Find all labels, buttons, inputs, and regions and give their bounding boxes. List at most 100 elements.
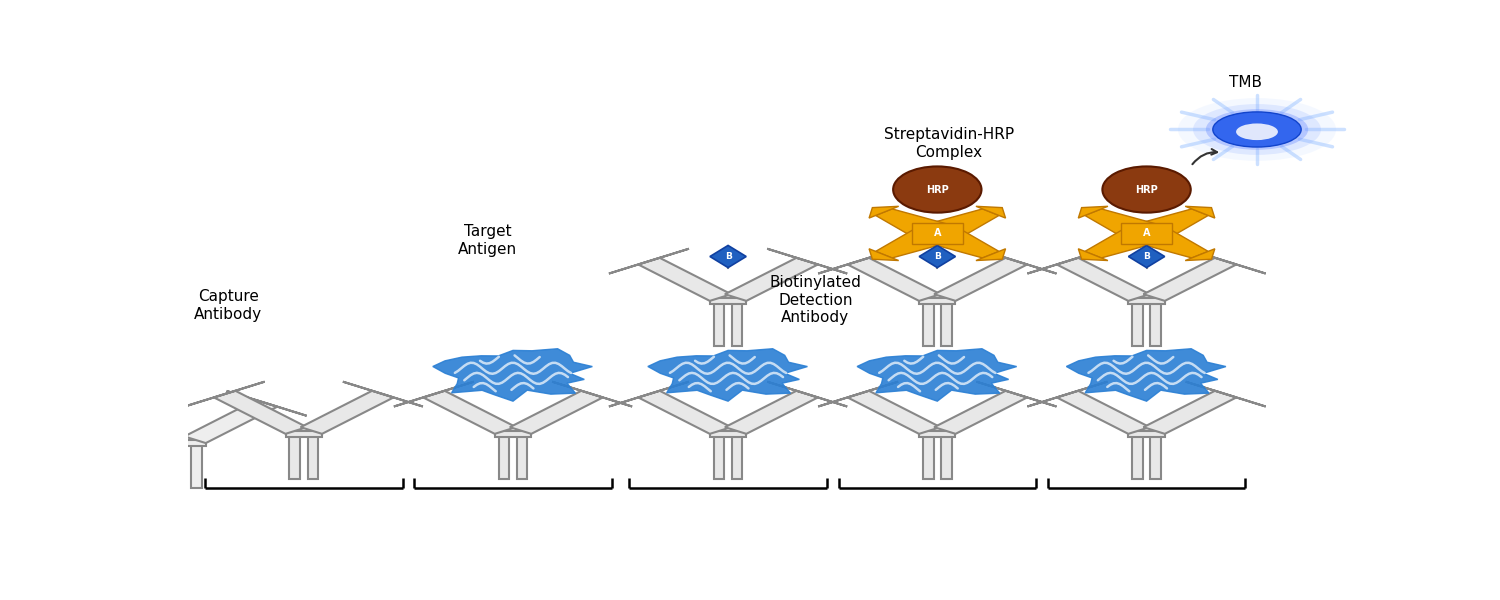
Circle shape	[1178, 98, 1336, 161]
Polygon shape	[976, 249, 1056, 274]
Polygon shape	[98, 400, 190, 443]
Polygon shape	[1056, 258, 1149, 301]
Bar	[1120, 223, 1172, 244]
Polygon shape	[1084, 226, 1164, 258]
Polygon shape	[710, 245, 746, 268]
Polygon shape	[847, 258, 940, 301]
Polygon shape	[609, 382, 688, 407]
Polygon shape	[710, 298, 746, 304]
Polygon shape	[170, 440, 206, 446]
Polygon shape	[976, 249, 1005, 260]
Polygon shape	[1132, 302, 1143, 346]
Polygon shape	[1132, 434, 1143, 479]
Polygon shape	[724, 258, 818, 301]
Polygon shape	[1028, 382, 1107, 407]
Polygon shape	[184, 400, 278, 443]
Polygon shape	[1150, 302, 1161, 346]
Polygon shape	[1028, 249, 1107, 274]
Polygon shape	[510, 391, 603, 434]
Polygon shape	[714, 302, 724, 346]
Polygon shape	[609, 249, 688, 274]
Polygon shape	[922, 302, 933, 346]
Polygon shape	[1185, 249, 1215, 260]
Polygon shape	[1143, 391, 1236, 434]
Polygon shape	[934, 258, 1028, 301]
Polygon shape	[920, 245, 956, 268]
Polygon shape	[714, 434, 724, 479]
Text: Target
Antigen: Target Antigen	[458, 224, 518, 257]
Polygon shape	[1185, 249, 1266, 274]
Text: Biotinylated
Detection
Antibody: Biotinylated Detection Antibody	[770, 275, 861, 325]
Polygon shape	[976, 382, 1056, 407]
Polygon shape	[1128, 245, 1164, 268]
Polygon shape	[818, 382, 898, 407]
Circle shape	[1214, 112, 1300, 147]
Polygon shape	[433, 349, 592, 401]
Circle shape	[1236, 124, 1278, 140]
Polygon shape	[868, 249, 898, 260]
Polygon shape	[724, 391, 818, 434]
Polygon shape	[1150, 434, 1161, 479]
Polygon shape	[648, 349, 807, 401]
Polygon shape	[732, 302, 742, 346]
Text: Streptavidin-HRP
Complex: Streptavidin-HRP Complex	[884, 127, 1014, 160]
Polygon shape	[552, 382, 632, 407]
Polygon shape	[1128, 298, 1164, 304]
Polygon shape	[394, 382, 474, 407]
Ellipse shape	[1102, 166, 1191, 212]
Text: A: A	[1143, 229, 1150, 238]
Polygon shape	[344, 382, 423, 407]
Polygon shape	[423, 391, 516, 434]
Polygon shape	[1128, 431, 1164, 437]
Polygon shape	[856, 349, 1017, 401]
Polygon shape	[226, 391, 306, 416]
Polygon shape	[710, 431, 746, 437]
Polygon shape	[922, 434, 933, 479]
Polygon shape	[976, 206, 1005, 218]
Polygon shape	[1128, 209, 1208, 241]
Polygon shape	[940, 302, 951, 346]
Polygon shape	[518, 434, 528, 479]
Polygon shape	[285, 431, 322, 437]
Polygon shape	[876, 226, 956, 258]
Polygon shape	[1185, 382, 1266, 407]
Polygon shape	[940, 434, 951, 479]
Polygon shape	[184, 382, 264, 407]
Ellipse shape	[892, 166, 981, 212]
Polygon shape	[732, 434, 742, 479]
Polygon shape	[876, 209, 956, 241]
Polygon shape	[290, 434, 300, 479]
Polygon shape	[308, 434, 318, 479]
Polygon shape	[495, 431, 531, 437]
Text: Capture
Antibody: Capture Antibody	[194, 289, 262, 322]
Text: HRP: HRP	[1136, 185, 1158, 194]
Text: TMB: TMB	[1228, 75, 1262, 90]
Polygon shape	[1078, 249, 1108, 260]
Text: B: B	[934, 252, 940, 261]
Text: B: B	[1143, 252, 1150, 261]
Polygon shape	[920, 298, 956, 304]
Polygon shape	[300, 391, 393, 434]
Polygon shape	[638, 391, 730, 434]
Circle shape	[1206, 109, 1308, 150]
Polygon shape	[69, 391, 148, 416]
Polygon shape	[766, 249, 847, 274]
Polygon shape	[818, 249, 898, 274]
Polygon shape	[847, 391, 940, 434]
Polygon shape	[192, 444, 202, 488]
Polygon shape	[766, 382, 847, 407]
Polygon shape	[214, 391, 308, 434]
Polygon shape	[1185, 206, 1215, 218]
Bar	[912, 223, 963, 244]
Polygon shape	[920, 226, 999, 258]
Polygon shape	[1078, 206, 1108, 218]
Polygon shape	[920, 431, 956, 437]
Text: A: A	[933, 229, 940, 238]
Polygon shape	[1143, 258, 1236, 301]
Polygon shape	[1084, 209, 1164, 241]
Polygon shape	[1056, 391, 1149, 434]
Polygon shape	[638, 258, 730, 301]
Polygon shape	[498, 434, 508, 479]
Polygon shape	[1066, 349, 1226, 401]
Polygon shape	[172, 444, 183, 488]
